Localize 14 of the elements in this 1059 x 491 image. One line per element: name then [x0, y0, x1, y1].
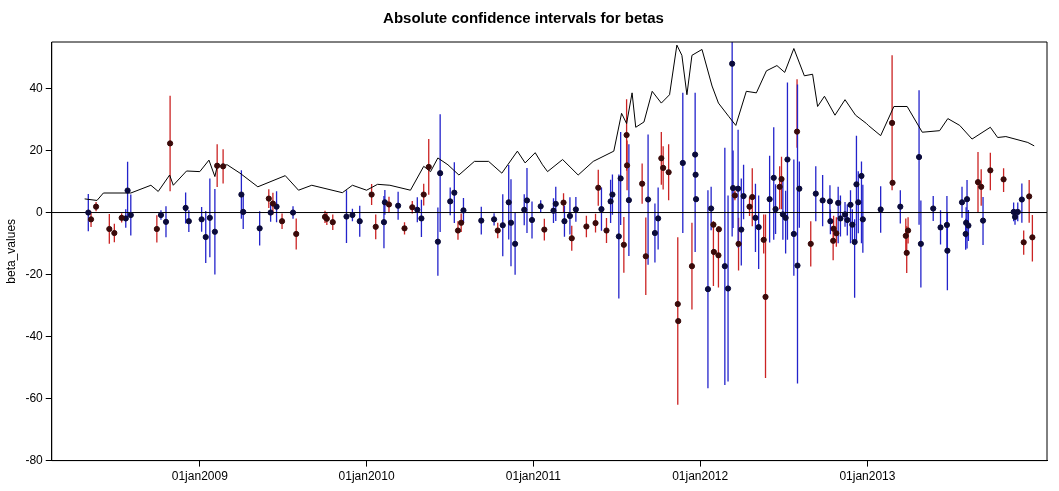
x-tick-label: 01jan2009	[171, 469, 229, 484]
chart-title: Absolute confidence intervals for betas	[383, 9, 664, 27]
y-tick-label: -60	[25, 390, 44, 405]
y-axis-title: beta_values	[3, 218, 18, 284]
x-tick-label: 01jan2013	[839, 469, 896, 484]
x-tick-label: 01jan2011	[505, 469, 562, 484]
x-tick-label: 01jan2012	[672, 469, 729, 484]
y-tick-label: 40	[29, 80, 44, 95]
y-tick-label: -40	[25, 328, 44, 343]
y-tick-label: -20	[25, 266, 44, 281]
x-tick-label: 01jan2010	[338, 469, 395, 484]
y-tick-label: 20	[29, 142, 44, 157]
y-tick-label: 0	[36, 204, 44, 219]
y-tick-label: -80	[25, 452, 44, 467]
